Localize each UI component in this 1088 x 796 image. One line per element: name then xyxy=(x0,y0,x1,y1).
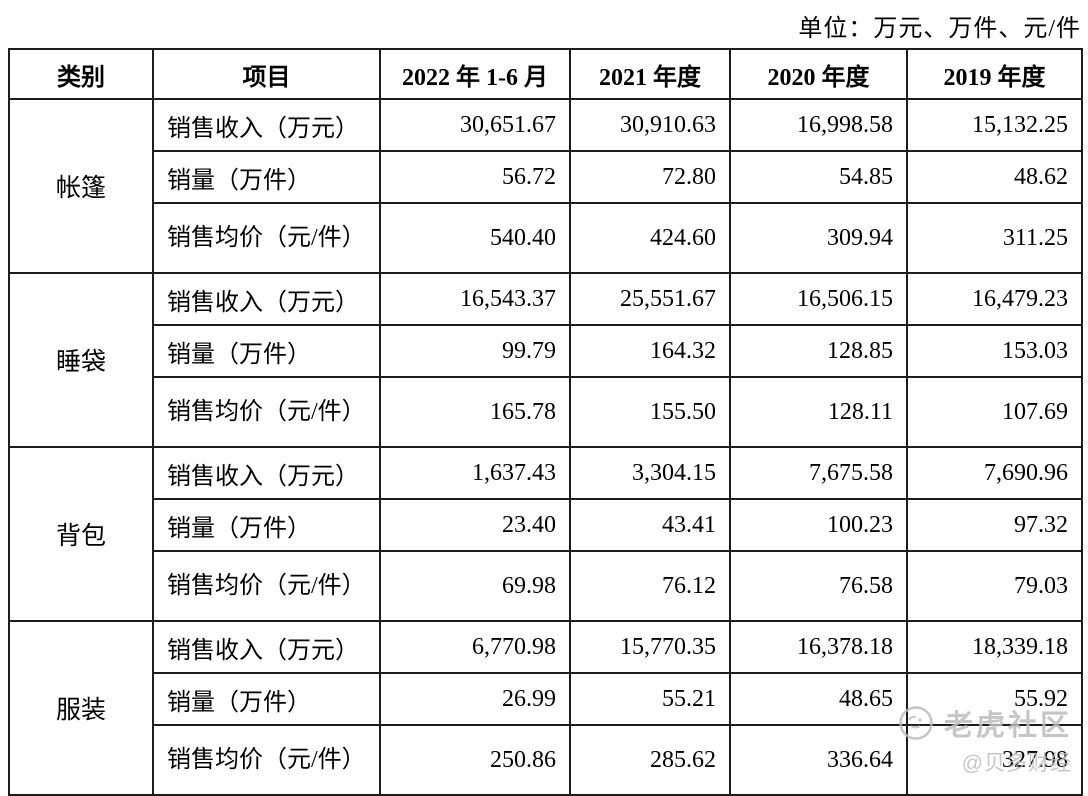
table-row: 服装 销售收入（万元） 6,770.98 15,770.35 16,378.18… xyxy=(8,620,1083,796)
row-label-cell: 销售收入（万元） xyxy=(152,98,381,152)
row-label-cell: 销售收入（万元） xyxy=(152,272,381,326)
value-cell: 7,690.96 xyxy=(906,446,1083,500)
value-cell: 54.85 xyxy=(729,150,908,204)
value-cell: 15,770.35 xyxy=(569,620,731,674)
value-cell: 76.12 xyxy=(569,550,731,622)
value-cell: 76.58 xyxy=(729,550,908,622)
row-label-text: 销售均价（元/件） xyxy=(167,398,366,425)
header-row: 类别 项目 2022 年 1-6 月 2021 年度 2020 年度 2019 … xyxy=(8,48,1083,100)
header-category: 类别 xyxy=(8,48,154,100)
table-row: 销售均价（元/件） 165.78 155.50 128.11 107.69 xyxy=(9,376,1083,448)
table-header: 类别 项目 2022 年 1-6 月 2021 年度 2020 年度 2019 … xyxy=(8,48,1083,100)
value-cell: 69.98 xyxy=(379,550,571,622)
header-2019: 2019 年度 xyxy=(906,48,1083,100)
value-cell: 16,506.15 xyxy=(729,272,908,326)
row-label-text: 销售均价（元/件） xyxy=(167,224,366,251)
table-row: 睡袋 销售收入（万元） 16,543.37 25,551.67 16,506.1… xyxy=(8,272,1083,448)
table-row: 销量（万件） 23.40 43.41 100.23 97.32 xyxy=(9,498,1083,552)
value-cell: 311.25 xyxy=(906,202,1083,274)
row-label-cell: 销量（万件） xyxy=(152,498,381,552)
row-label-cell: 销售收入（万元） xyxy=(152,620,381,674)
category-cell-tent: 帐篷 xyxy=(8,98,154,274)
value-cell: 6,770.98 xyxy=(379,620,571,674)
value-cell: 7,675.58 xyxy=(729,446,908,500)
value-cell: 16,998.58 xyxy=(729,98,908,152)
row-label-cell: 销售均价（元/件） xyxy=(152,202,381,274)
value-cell: 153.03 xyxy=(906,324,1083,378)
category-cell-apparel: 服装 xyxy=(8,620,154,796)
row-label-text: 销售均价（元/件） xyxy=(167,746,366,773)
table-row: 销售均价（元/件） 250.86 285.62 336.64 327.98 xyxy=(9,724,1083,796)
row-label-cell: 销售均价（元/件） xyxy=(152,376,381,448)
header-2021: 2021 年度 xyxy=(569,48,731,100)
value-cell: 72.80 xyxy=(569,150,731,204)
table-row: 销量（万件） 26.99 55.21 48.65 55.92 xyxy=(9,672,1083,726)
table-row: 销量（万件） 56.72 72.80 54.85 48.62 xyxy=(9,150,1083,204)
header-2020: 2020 年度 xyxy=(729,48,908,100)
header-item: 项目 xyxy=(152,48,381,100)
unit-note: 单位：万元、万件、元/件 xyxy=(798,16,1081,42)
value-cell: 336.64 xyxy=(729,724,908,796)
value-cell: 55.92 xyxy=(906,672,1083,726)
value-cell: 48.65 xyxy=(729,672,908,726)
value-cell: 309.94 xyxy=(729,202,908,274)
row-label-cell: 销量（万件） xyxy=(152,324,381,378)
table-row: 背包 销售收入（万元） 1,637.43 3,304.15 7,675.58 7… xyxy=(8,446,1083,622)
row-label-cell: 销售收入（万元） xyxy=(152,446,381,500)
value-cell: 43.41 xyxy=(569,498,731,552)
value-cell: 327.98 xyxy=(906,724,1083,796)
value-cell: 128.85 xyxy=(729,324,908,378)
value-cell: 18,339.18 xyxy=(906,620,1083,674)
value-cell: 250.86 xyxy=(379,724,571,796)
row-label-cell: 销量（万件） xyxy=(152,150,381,204)
table-row: 销售均价（元/件） 69.98 76.12 76.58 79.03 xyxy=(9,550,1083,622)
value-cell: 165.78 xyxy=(379,376,571,448)
value-cell: 424.60 xyxy=(569,202,731,274)
row-label-cell: 销量（万件） xyxy=(152,672,381,726)
value-cell: 128.11 xyxy=(729,376,908,448)
value-cell: 16,543.37 xyxy=(379,272,571,326)
value-cell: 3,304.15 xyxy=(569,446,731,500)
category-cell-backpack: 背包 xyxy=(8,446,154,622)
value-cell: 107.69 xyxy=(906,376,1083,448)
value-cell: 48.62 xyxy=(906,150,1083,204)
row-label-text: 销售均价（元/件） xyxy=(167,572,366,599)
value-cell: 100.23 xyxy=(729,498,908,552)
table-row: 销量（万件） 99.79 164.32 128.85 153.03 xyxy=(9,324,1083,378)
value-cell: 15,132.25 xyxy=(906,98,1083,152)
value-cell: 16,378.18 xyxy=(729,620,908,674)
value-cell: 97.32 xyxy=(906,498,1083,552)
category-cell-sleeping-bag: 睡袋 xyxy=(8,272,154,448)
value-cell: 23.40 xyxy=(379,498,571,552)
header-2022h1: 2022 年 1-6 月 xyxy=(379,48,571,100)
value-cell: 56.72 xyxy=(379,150,571,204)
table-row: 帐篷 销售收入（万元） 30,651.67 30,910.63 16,998.5… xyxy=(8,98,1083,274)
row-label-cell: 销售均价（元/件） xyxy=(152,550,381,622)
value-cell: 155.50 xyxy=(569,376,731,448)
value-cell: 26.99 xyxy=(379,672,571,726)
value-cell: 30,910.63 xyxy=(569,98,731,152)
value-cell: 164.32 xyxy=(569,324,731,378)
value-cell: 55.21 xyxy=(569,672,731,726)
value-cell: 1,637.43 xyxy=(379,446,571,500)
value-cell: 99.79 xyxy=(379,324,571,378)
value-cell: 25,551.67 xyxy=(569,272,731,326)
value-cell: 79.03 xyxy=(906,550,1083,622)
value-cell: 30,651.67 xyxy=(379,98,571,152)
table-row: 销售均价（元/件） 540.40 424.60 309.94 311.25 xyxy=(9,202,1083,274)
value-cell: 540.40 xyxy=(379,202,571,274)
value-cell: 285.62 xyxy=(569,724,731,796)
sales-data-table: 类别 项目 2022 年 1-6 月 2021 年度 2020 年度 2019 … xyxy=(8,48,1083,796)
row-label-cell: 销售均价（元/件） xyxy=(152,724,381,796)
value-cell: 16,479.23 xyxy=(906,272,1083,326)
